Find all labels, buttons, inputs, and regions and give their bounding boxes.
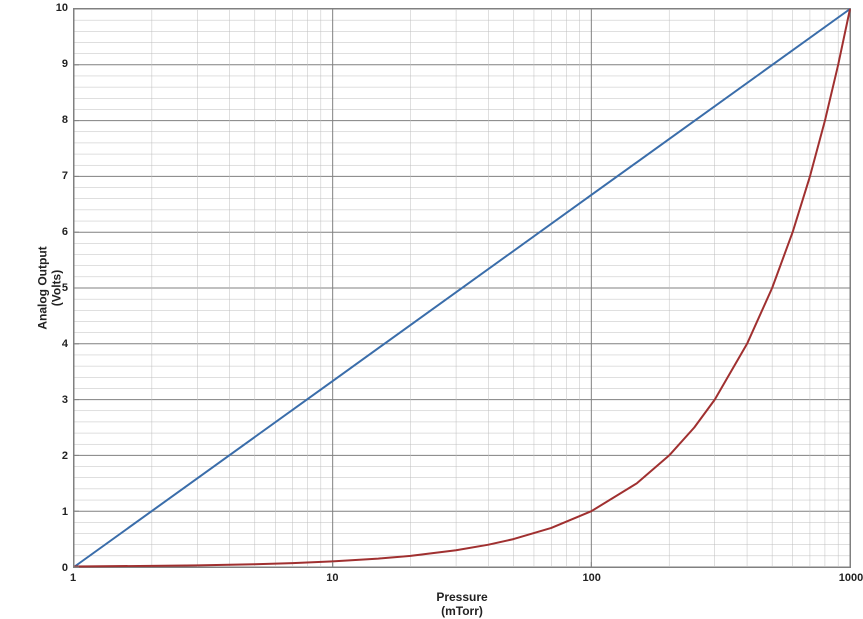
x-axis-sublabel: (mTorr) [441,604,483,618]
y-tick-label: 10 [48,2,68,14]
chart-plot [73,8,851,568]
x-tick-label: 100 [582,572,600,584]
y-tick-label: 2 [48,450,68,462]
y-tick-label: 7 [48,170,68,182]
y-tick-label: 3 [48,394,68,406]
y-tick-label: 4 [48,338,68,350]
x-axis-tick-labels: 1101001000 [73,572,851,586]
y-tick-label: 8 [48,114,68,126]
tick-marks [74,9,850,567]
y-tick-label: 6 [48,226,68,238]
y-axis-tick-labels: 012345678910 [48,8,68,568]
y-tick-label: 5 [48,282,68,294]
x-tick-label: 1000 [839,572,863,584]
plot-area [73,8,851,568]
x-axis-label: Pressure [436,590,487,604]
y-tick-label: 9 [48,58,68,70]
x-tick-label: 1 [70,572,76,584]
x-axis-title: Pressure (mTorr) [73,590,851,618]
x-tick-label: 10 [326,572,338,584]
y-tick-label: 1 [48,506,68,518]
y-tick-label: 0 [48,562,68,574]
